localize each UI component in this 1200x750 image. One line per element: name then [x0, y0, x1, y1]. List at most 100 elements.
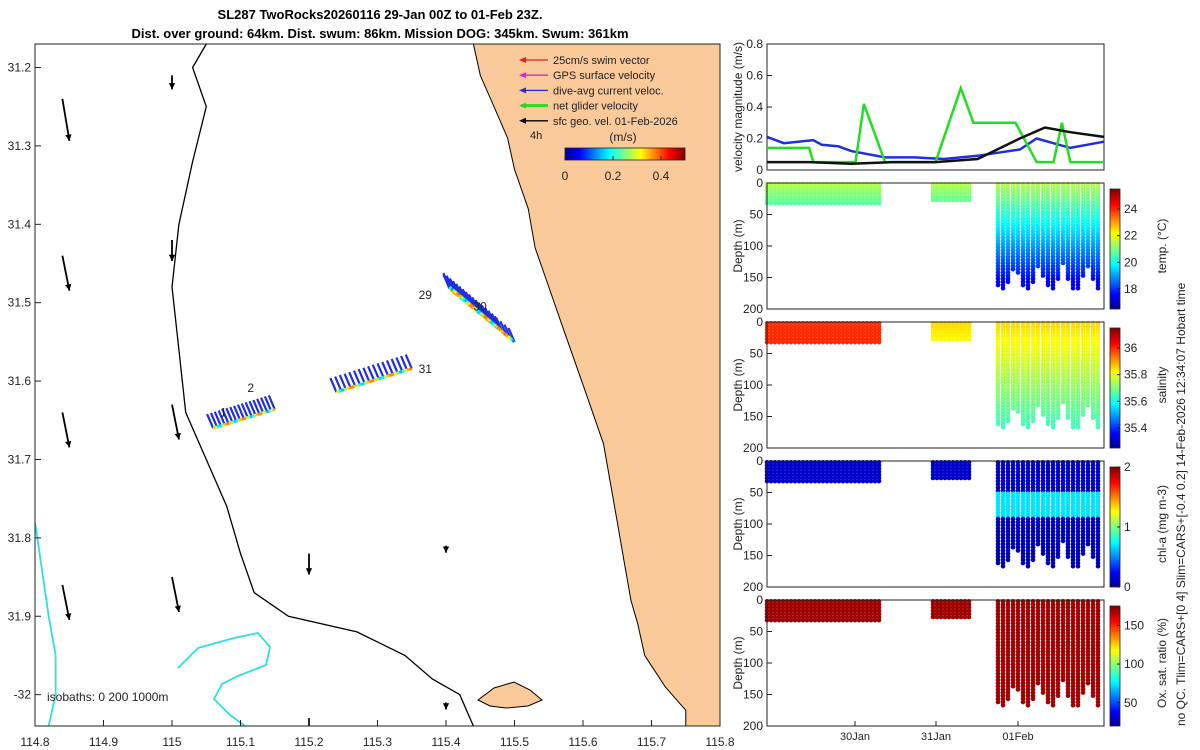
section-cast-point	[1095, 504, 1101, 509]
section-cast-point	[768, 463, 774, 468]
section-cast-point	[1070, 415, 1076, 421]
section-cast-point	[1020, 346, 1026, 351]
section-cast-point	[1055, 472, 1061, 478]
section-cast-point	[864, 336, 870, 342]
section-cast-point	[784, 336, 790, 342]
section-cast-point	[934, 614, 940, 620]
section-cast-point	[1010, 614, 1016, 620]
section-cast-point	[1080, 507, 1086, 512]
section-cast-point	[1070, 541, 1076, 547]
section-cast-point	[1035, 371, 1041, 376]
track-segment	[264, 410, 267, 414]
section-cast-point	[1015, 680, 1021, 686]
section-cast-point	[836, 194, 842, 200]
track-segment	[345, 386, 350, 391]
section-cast-point	[1090, 377, 1096, 383]
section-cast-point	[1040, 510, 1046, 515]
section-cast-point	[1035, 399, 1041, 405]
section-cast-point	[1020, 333, 1026, 339]
section-cast-point	[1010, 684, 1016, 689]
section-cast-point	[938, 466, 944, 471]
section-cast-point	[1025, 693, 1031, 699]
section-cast-point	[1050, 491, 1056, 497]
section-cast-point	[808, 463, 814, 468]
section-cast-point	[1000, 500, 1006, 506]
section-cast-point	[995, 219, 1001, 225]
legend-arrowhead	[519, 102, 526, 109]
section-cast-point	[1045, 522, 1051, 528]
section-cast-point	[1020, 399, 1026, 405]
section-cast-point	[1075, 510, 1081, 515]
section-cast-point	[832, 466, 838, 471]
section-cast-point	[864, 602, 870, 607]
section-cast-point	[1015, 204, 1021, 209]
section-cast-point	[1060, 197, 1066, 203]
section-cast-point	[792, 611, 798, 617]
section-cast-point	[1020, 415, 1026, 421]
section-cast-point	[1045, 402, 1051, 408]
section-colorbar-tick-label: 20	[1124, 255, 1138, 269]
section-cast-point	[1040, 349, 1046, 354]
section-cast-point	[1050, 263, 1056, 269]
section-cast-point	[1045, 658, 1051, 664]
section-cast-point	[1045, 393, 1051, 399]
section-cast-point	[1085, 393, 1091, 399]
section-cast-point	[1065, 374, 1071, 380]
section-cast-point	[1050, 238, 1056, 244]
section-cast-point	[1010, 254, 1016, 260]
section-cast-point	[1040, 482, 1046, 487]
section-cast-point	[995, 421, 1001, 427]
track-segment	[371, 378, 375, 383]
section-cast-point	[784, 478, 790, 484]
section-cast-point	[1060, 671, 1066, 677]
section-cast-point	[1095, 270, 1101, 275]
section-cast-point	[1095, 251, 1101, 256]
section-cast-point	[995, 263, 1001, 269]
section-cast-point	[1090, 207, 1096, 212]
section-cast-point	[1090, 491, 1096, 497]
section-cast-point	[1085, 263, 1091, 269]
section-cast-point	[1040, 621, 1046, 626]
section-cast-point	[1075, 343, 1081, 348]
section-cast-point	[1065, 687, 1071, 692]
track-segment	[470, 304, 475, 309]
section-cast-point	[1005, 655, 1011, 661]
section-cast-point	[934, 469, 940, 475]
section-cast-point	[1065, 639, 1071, 645]
section-cast-point	[1090, 630, 1096, 636]
section-cast-point	[950, 188, 956, 193]
map-y-tick-label: -32	[14, 688, 32, 702]
section-cast-point	[876, 194, 882, 200]
section-cast-point	[1060, 463, 1066, 468]
section-cast-point	[995, 238, 1001, 244]
dive-avg-vector	[260, 397, 269, 413]
section-cast-point	[1065, 399, 1071, 405]
section-cast-point	[1005, 219, 1011, 225]
section-cast-point	[1000, 412, 1006, 417]
track-segment	[348, 385, 352, 390]
section-cast-point	[800, 191, 806, 197]
section-cast-point	[1005, 680, 1011, 686]
section-cast-point	[796, 327, 802, 332]
section-colorbar-tick-label: 24	[1124, 202, 1138, 216]
section-cast-point	[768, 472, 774, 478]
section-cast-point	[1045, 260, 1051, 266]
section-cast-point	[995, 355, 1001, 361]
section-cast-point	[1025, 522, 1031, 528]
section-cast-point	[1070, 532, 1076, 538]
section-cast-point	[1010, 361, 1016, 367]
section-cast-point	[1035, 605, 1041, 610]
section-cast-point	[1060, 371, 1066, 376]
section-cast-point	[930, 469, 936, 475]
section-cast-point	[1015, 538, 1021, 544]
track-segment	[401, 369, 405, 374]
section-cast-point	[840, 191, 846, 197]
section-cast-point	[812, 333, 818, 339]
speed-colorbar	[564, 147, 686, 161]
section-cast-point	[1015, 482, 1021, 487]
section-cast-point	[796, 333, 802, 339]
section-cast-point	[1060, 396, 1066, 402]
section-cast-point	[804, 191, 810, 197]
section-cast-point	[1010, 235, 1016, 241]
section-cast-point	[1055, 605, 1061, 610]
